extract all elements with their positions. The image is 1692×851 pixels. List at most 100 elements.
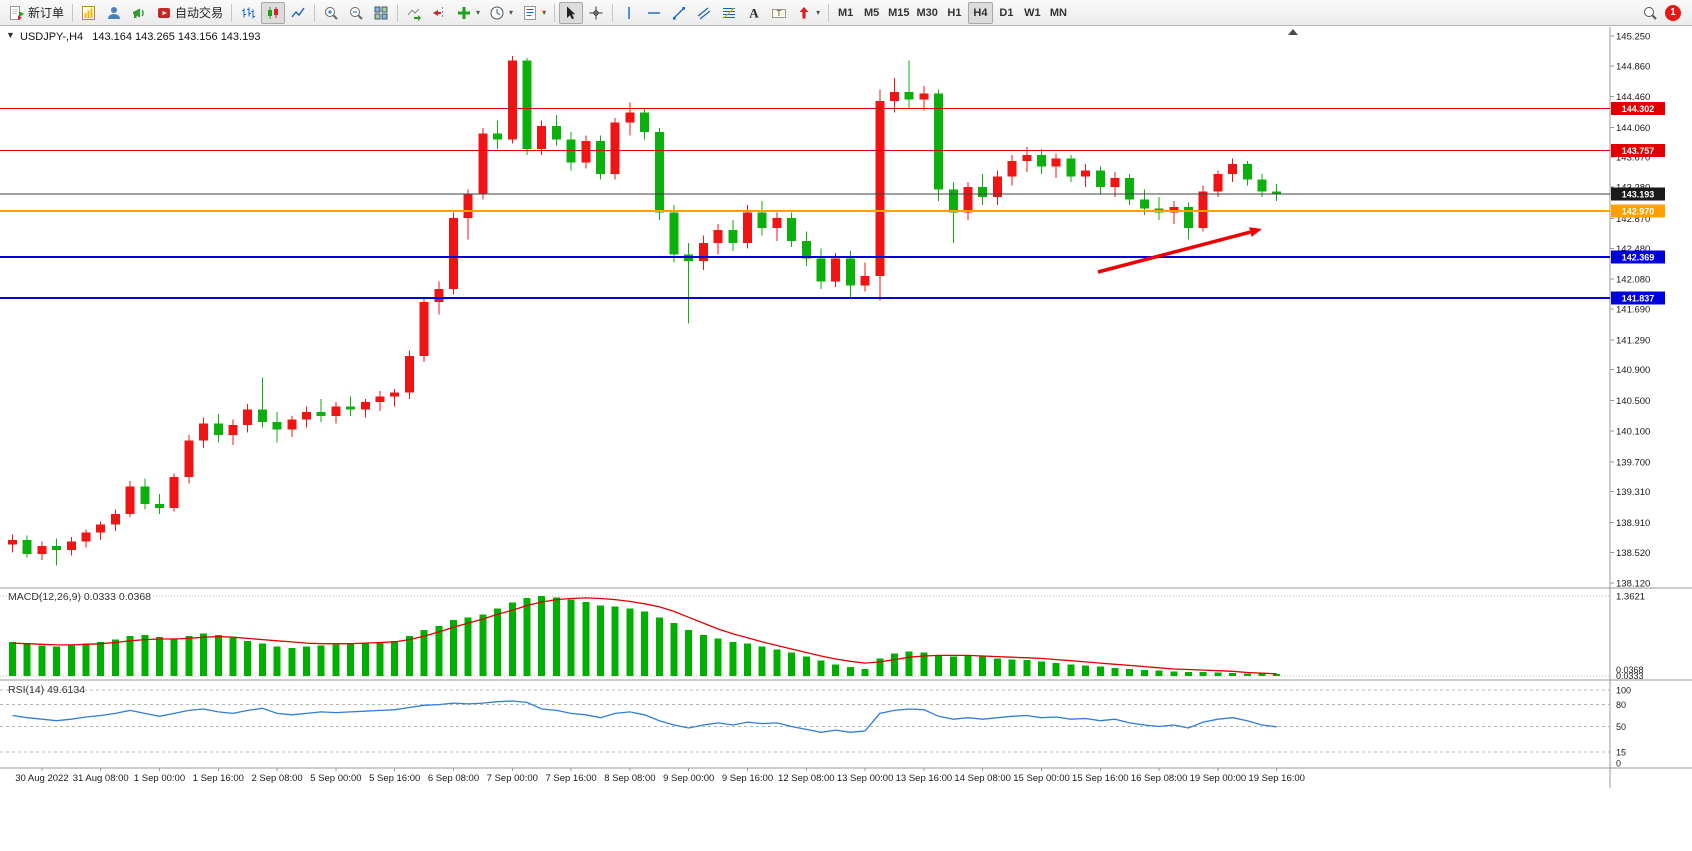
candle	[1051, 158, 1061, 167]
candle	[963, 187, 973, 213]
auto-scroll-button[interactable]	[402, 2, 426, 24]
candle	[390, 392, 400, 397]
svg-text:143.757: 143.757	[1622, 146, 1655, 156]
timeframe-m1-button[interactable]: M1	[833, 2, 858, 24]
svg-text:0: 0	[1616, 759, 1621, 769]
timeframe-mn-button[interactable]: MN	[1046, 2, 1071, 24]
toolbar-separator	[828, 3, 830, 22]
autotrading-button[interactable]: 自动交易	[152, 2, 227, 24]
svg-text:8 Sep 08:00: 8 Sep 08:00	[604, 773, 655, 784]
text-label-tool-button[interactable]: T	[767, 2, 791, 24]
candle	[1110, 177, 1120, 188]
candle	[1081, 170, 1091, 177]
timeframe-m30-button[interactable]: M30	[914, 2, 941, 24]
candle	[22, 540, 32, 554]
trendline-icon	[673, 6, 686, 20]
candle	[1198, 191, 1208, 228]
candle	[493, 133, 503, 140]
chart-canvas[interactable]: 145.250144.860144.460144.060143.670143.2…	[0, 27, 1692, 788]
timeframe-d1-button[interactable]: D1	[994, 2, 1019, 24]
rsi-axis: 100 80 50 150	[1616, 686, 1631, 769]
rsi-levels	[0, 689, 1610, 753]
periods-button[interactable]: ▾	[485, 2, 517, 24]
svg-text:0.0333: 0.0333	[1616, 671, 1644, 681]
candle	[37, 546, 47, 554]
svg-text:5 Sep 16:00: 5 Sep 16:00	[369, 773, 420, 784]
fibonacci-tool-button[interactable]	[717, 2, 741, 24]
dropdown-caret-icon[interactable]: ▾	[542, 8, 547, 17]
dropdown-caret-icon[interactable]: ▾	[476, 8, 481, 17]
zoom-in-icon	[325, 6, 338, 20]
macd-signal-line	[12, 597, 1277, 675]
shapes-tool-button[interactable]: ▾	[792, 2, 824, 24]
notifications-button[interactable]	[127, 2, 151, 24]
bar-chart-icon	[242, 7, 256, 18]
svg-text:142.480: 142.480	[1616, 244, 1650, 255]
candlestick-chart-button[interactable]	[261, 1, 286, 24]
zoom-in-button[interactable]	[319, 2, 343, 24]
text-tool-button[interactable]: A	[742, 2, 766, 24]
channel-icon	[697, 7, 711, 19]
svg-text:15 Sep 16:00: 15 Sep 16:00	[1072, 773, 1129, 784]
vertical-line-tool-button[interactable]	[617, 2, 641, 24]
chart-ohlc-values: 143.164 143.265 143.156 143.193	[92, 31, 261, 43]
candle	[596, 141, 605, 175]
candle	[507, 60, 517, 140]
profiles-button[interactable]	[102, 2, 126, 24]
dropdown-caret-icon[interactable]: ▾	[509, 8, 514, 17]
line-chart-button[interactable]	[286, 2, 310, 24]
horizontal-line-tool-button[interactable]	[642, 2, 666, 24]
candle	[169, 477, 179, 508]
indicators-button[interactable]: ▾	[452, 2, 484, 24]
candle	[1022, 154, 1032, 162]
one-click-trading-toggle[interactable]: ▼	[6, 30, 15, 40]
candle	[1125, 177, 1135, 200]
svg-text:31 Aug 08:00: 31 Aug 08:00	[73, 773, 129, 784]
svg-text:100: 100	[1616, 686, 1631, 696]
svg-text:140.500: 140.500	[1616, 396, 1650, 407]
svg-text:142.080: 142.080	[1616, 275, 1650, 286]
crosshair-button[interactable]	[584, 2, 608, 24]
notification-badge[interactable]: 1	[1665, 4, 1681, 21]
macd-layer	[9, 596, 1281, 676]
chart-symbol-label: USDJPY-,H4	[20, 31, 84, 43]
svg-text:0.0368: 0.0368	[1616, 665, 1644, 675]
new-chart-button[interactable]	[77, 2, 101, 24]
tile-windows-button[interactable]	[369, 2, 393, 24]
dropdown-caret-icon[interactable]: ▾	[816, 8, 821, 17]
timeframe-h4-button[interactable]: H4	[967, 1, 993, 24]
timeframe-w1-button[interactable]: W1	[1020, 2, 1045, 24]
candle	[140, 486, 150, 504]
annotations[interactable]	[1097, 29, 1298, 274]
search-button[interactable]	[1638, 2, 1662, 24]
chart-shift-button[interactable]	[427, 2, 451, 24]
trend-arrow[interactable]	[1097, 230, 1251, 274]
fibonacci-icon	[723, 7, 736, 18]
svg-text:144.302: 144.302	[1622, 104, 1655, 114]
candle	[831, 258, 841, 282]
candle	[757, 212, 767, 228]
candle	[1213, 174, 1223, 192]
chart-shift-marker[interactable]	[1288, 29, 1298, 35]
candle	[640, 112, 650, 132]
templates-button[interactable]: ▾	[518, 2, 550, 24]
timeframe-m15-button[interactable]: M15	[885, 2, 912, 24]
svg-text:141.690: 141.690	[1616, 305, 1650, 316]
bar-chart-button[interactable]	[236, 2, 260, 24]
zoom-out-button[interactable]	[344, 2, 368, 24]
svg-text:144.060: 144.060	[1616, 123, 1650, 134]
candle	[81, 532, 91, 542]
new-order-button[interactable]: 新订单	[5, 2, 68, 24]
hline-objects[interactable]: 144.302 143.757 143.193 142.970 142.369 141.8…	[0, 102, 1665, 305]
auto-scroll-icon	[407, 8, 422, 21]
channel-tool-button[interactable]	[692, 2, 716, 24]
svg-text:143.193: 143.193	[1622, 189, 1655, 199]
svg-text:9 Sep 00:00: 9 Sep 00:00	[663, 773, 714, 784]
timeframe-m5-button[interactable]: M5	[859, 2, 884, 24]
cursor-button[interactable]	[559, 1, 584, 24]
trendline-tool-button[interactable]	[667, 2, 691, 24]
timeframe-h1-button[interactable]: H1	[942, 2, 967, 24]
candle	[551, 125, 561, 140]
svg-text:7 Sep 16:00: 7 Sep 16:00	[545, 773, 596, 784]
candle	[875, 101, 885, 277]
